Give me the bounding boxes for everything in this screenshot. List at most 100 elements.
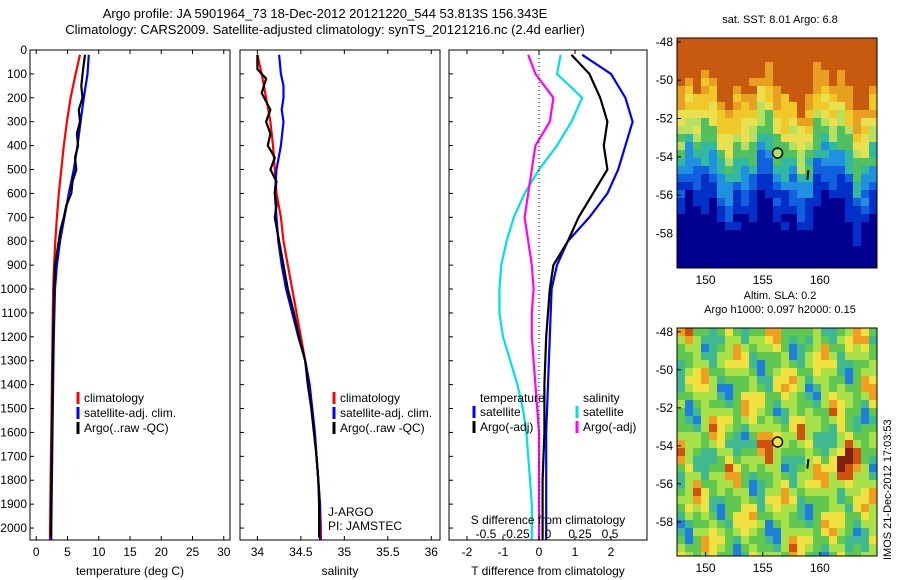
map-cell	[829, 520, 837, 528]
map-cell	[733, 174, 741, 182]
map-cell	[725, 158, 733, 166]
map-cell	[789, 464, 797, 472]
map-cell	[813, 336, 821, 344]
map-cell	[845, 142, 853, 150]
map-cell	[685, 376, 693, 384]
map-cell	[717, 352, 725, 360]
map-cell	[853, 456, 861, 464]
map-cell	[725, 512, 733, 520]
map-cell	[693, 536, 701, 544]
map-cell	[701, 464, 709, 472]
map-cell	[829, 488, 837, 496]
map-cell	[725, 78, 733, 86]
map-cell	[845, 520, 853, 528]
map-cell	[781, 456, 789, 464]
map-cell	[749, 70, 757, 78]
map-cell	[813, 198, 821, 206]
map-cell	[733, 336, 741, 344]
map-cell	[693, 424, 701, 432]
map-cell	[709, 528, 717, 536]
map-cell	[709, 416, 717, 424]
map-cell	[853, 54, 861, 62]
map-cell	[869, 78, 877, 86]
map-cell	[741, 262, 749, 268]
map-cell	[773, 536, 781, 544]
map-cell	[765, 552, 773, 556]
map-cell	[765, 496, 773, 504]
map-cell	[693, 400, 701, 408]
map-cell	[765, 206, 773, 214]
map-cell	[765, 512, 773, 520]
map-cell	[725, 118, 733, 126]
map-cell	[805, 512, 813, 520]
map-cell	[797, 54, 805, 62]
map-cell	[677, 62, 685, 70]
legend-label: climatology	[84, 391, 144, 405]
map-cell	[869, 440, 877, 448]
map-cell	[765, 198, 773, 206]
map-cell	[693, 344, 701, 352]
map-cell	[765, 456, 773, 464]
map-cell	[733, 448, 741, 456]
map-cell	[821, 126, 829, 134]
map-cell	[789, 78, 797, 86]
map-cell	[829, 400, 837, 408]
map-cell	[765, 520, 773, 528]
map-cell	[693, 54, 701, 62]
map-cell	[869, 254, 877, 262]
map-cell	[789, 54, 797, 62]
map-cell	[781, 472, 789, 480]
map-cell	[765, 464, 773, 472]
map-cell	[813, 408, 821, 416]
map-cell	[781, 552, 789, 556]
map-cell	[725, 126, 733, 134]
map-cell	[789, 158, 797, 166]
map-cell	[861, 190, 869, 198]
map-cell	[805, 78, 813, 86]
map-cell	[853, 206, 861, 214]
map-cell	[837, 488, 845, 496]
map-cell	[685, 392, 693, 400]
map-cell	[861, 214, 869, 222]
map-cell	[821, 150, 829, 158]
map-cell	[757, 102, 765, 110]
map-cell	[725, 246, 733, 254]
map-cell	[749, 214, 757, 222]
map-cell	[677, 424, 685, 432]
map-cell	[749, 552, 757, 556]
map-cell	[757, 70, 765, 78]
map-cell	[829, 424, 837, 432]
map-cell	[805, 480, 813, 488]
map-cell	[845, 352, 853, 360]
map-cell	[821, 118, 829, 126]
map-cell	[813, 360, 821, 368]
map-cell	[773, 352, 781, 360]
map-cell	[805, 110, 813, 118]
map-cell	[725, 440, 733, 448]
map-cell	[845, 150, 853, 158]
map-cell	[797, 166, 805, 174]
map-cell	[709, 456, 717, 464]
map-cell	[781, 536, 789, 544]
map-cell	[733, 528, 741, 536]
map-cell	[701, 368, 709, 376]
map-y-tick-label: -50	[656, 73, 674, 87]
map-cell	[725, 238, 733, 246]
map-cell	[717, 360, 725, 368]
map-cell	[701, 222, 709, 230]
map-cell	[717, 368, 725, 376]
map-cell	[789, 368, 797, 376]
map-cell	[789, 38, 797, 46]
map-cell	[717, 400, 725, 408]
map-cell	[773, 238, 781, 246]
map-cell	[781, 520, 789, 528]
map-cell	[853, 182, 861, 190]
map-cell	[829, 392, 837, 400]
map-cell	[709, 182, 717, 190]
map-cell	[701, 94, 709, 102]
map-cell	[805, 520, 813, 528]
map-cell	[741, 134, 749, 142]
map-cell	[837, 480, 845, 488]
map-cell	[733, 246, 741, 254]
map-cell	[797, 118, 805, 126]
